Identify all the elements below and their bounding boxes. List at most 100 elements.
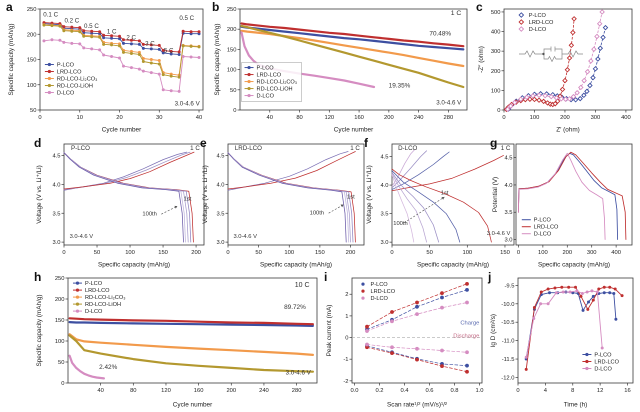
svg-text:0.0: 0.0 [350,388,358,394]
svg-text:100: 100 [27,83,37,89]
svg-text:3.0: 3.0 [380,240,388,246]
svg-text:D-LCO: D-LCO [534,232,552,238]
svg-text:10: 10 [77,115,83,121]
svg-text:-11.5: -11.5 [502,357,515,363]
svg-text:0: 0 [62,250,65,256]
svg-text:100: 100 [462,250,472,256]
svg-text:100: 100 [491,88,501,94]
svg-text:50: 50 [58,360,64,366]
svg-text:40: 40 [267,115,273,121]
svg-text:LRD-LCO: LRD-LCO [57,70,82,76]
svg-text:Specific capacity (mAh/g): Specific capacity (mAh/g) [538,262,610,269]
svg-text:P-LCO: P-LCO [71,145,90,152]
svg-text:100: 100 [125,250,135,256]
svg-text:100th: 100th [142,212,157,218]
svg-text:240: 240 [414,115,424,121]
svg-text:0: 0 [233,108,236,114]
svg-text:1st: 1st [441,191,449,197]
svg-text:1.0: 1.0 [475,388,483,394]
svg-text:Time (h): Time (h) [564,402,588,409]
panel-a: a 0 10 20 30 40 50 100 150 200 250 Cycle number Spe… [6,0,210,135]
svg-text:P-LCO: P-LCO [257,66,275,72]
panel-d: d 0 50 100 150 200 3.0 3.5 4.0 4.5 Specific capac… [34,136,210,270]
svg-text:19.35%: 19.35% [389,82,411,89]
svg-text:40: 40 [196,115,202,121]
svg-text:Voltage (V vs. Li⁺/Li): Voltage (V vs. Li⁺/Li) [202,165,209,223]
svg-text:4.0: 4.0 [52,182,60,188]
panel-e: e 0 50 100 150 200 3.0 3.5 4.0 4.5 Specific capac… [200,136,370,270]
svg-text:Cycle number: Cycle number [173,402,213,409]
svg-text:P-LCO: P-LCO [57,63,75,69]
svg-text:0: 0 [61,381,64,387]
panel-letter-e: e [200,136,207,150]
svg-text:3.5: 3.5 [380,212,388,218]
svg-text:Voltage (V vs. Li⁺/Li): Voltage (V vs. Li⁺/Li) [366,165,373,223]
svg-text:100: 100 [55,339,65,345]
svg-text:100: 100 [227,68,237,74]
svg-text:400: 400 [611,250,621,256]
svg-text:8: 8 [571,388,574,394]
svg-text:1st: 1st [347,195,355,201]
panel-h: h 40 80 120 160 200 240 280 0 50 100 150 200 250 Cycl… [34,270,323,410]
svg-text:LRD-LCO: LRD-LCO [85,288,110,294]
svg-text:70.48%: 70.48% [429,30,451,37]
svg-text:50: 50 [426,250,432,256]
equivalent-circuit-icon [519,46,583,62]
svg-text:89.72%: 89.72% [284,304,306,311]
svg-text:3.0-4.6 V: 3.0-4.6 V [233,234,257,240]
svg-text:-9.5: -9.5 [505,283,515,289]
svg-text:250: 250 [27,7,37,13]
svg-text:4.5: 4.5 [52,154,60,160]
svg-text:5 C: 5 C [164,47,174,54]
panel-letter-h: h [34,270,42,284]
svg-text:300: 300 [591,115,601,121]
svg-text:3.0: 3.0 [52,240,60,246]
svg-text:100: 100 [284,250,294,256]
svg-text:240: 240 [259,388,269,394]
panel-letter-f: f [364,136,368,150]
svg-text:0.4: 0.4 [400,388,409,394]
svg-text:0.5 C: 0.5 C [84,23,99,30]
svg-text:RD-LCO-LiOH: RD-LCO-LiOH [85,302,121,308]
panel-h-chart: 40 80 120 160 200 240 280 0 50 100 150 200 250 Cycle … [34,272,323,410]
svg-text:1st: 1st [184,197,192,203]
svg-text:80: 80 [130,388,136,394]
svg-text:D-LCO: D-LCO [371,296,389,302]
svg-text:D-LCO: D-LCO [85,309,103,315]
svg-text:D-LCO: D-LCO [594,367,612,373]
panel-letter-c: c [476,0,483,14]
svg-text:2: 2 [345,292,348,298]
svg-text:0: 0 [502,115,505,121]
svg-text:RD-LCO-LiOH: RD-LCO-LiOH [57,84,93,90]
svg-text:200: 200 [191,250,201,256]
svg-text:3.0-4.6 V: 3.0-4.6 V [286,370,312,377]
svg-text:Charge: Charge [460,321,479,327]
svg-text:3.0-4.6 V: 3.0-4.6 V [487,231,511,237]
svg-text:4.0: 4.0 [216,182,224,188]
svg-text:20: 20 [116,115,122,121]
panel-i: i 0.0 0.2 0.4 0.6 0.8 1.0 -2 -1 0 1 2 Scan rate¹/² … [324,270,488,410]
svg-text:Scan rate¹/² (mV/s)¹/²: Scan rate¹/² (mV/s)¹/² [387,402,447,409]
svg-text:LRD-LCO: LRD-LCO [235,145,262,152]
svg-text:D-LCO: D-LCO [57,91,75,97]
svg-text:-Z″ (ohm): -Z″ (ohm) [478,46,485,73]
svg-text:0.1 C: 0.1 C [43,12,58,19]
svg-text:150: 150 [315,250,325,256]
svg-text:500: 500 [491,10,501,16]
svg-text:4.5: 4.5 [216,154,224,160]
svg-text:10 C: 10 C [295,282,310,289]
svg-text:RD-LCO-Li₂CO₃: RD-LCO-Li₂CO₃ [57,77,98,83]
panel-f-chart: 0 50 100 150 3.0 3.5 4.0 4.5 Specific capacity (… [364,138,520,270]
svg-text:40: 40 [97,388,103,394]
svg-text:Specific capacity (mAh/g): Specific capacity (mAh/g) [8,23,15,95]
svg-text:RD-LCO-Li₂CO₃: RD-LCO-Li₂CO₃ [257,80,298,86]
svg-text:3 C: 3 C [145,40,155,47]
svg-text:80: 80 [296,115,302,121]
svg-text:1 C: 1 C [190,145,200,152]
svg-text:150: 150 [55,318,65,324]
svg-text:300: 300 [587,250,597,256]
svg-text:Cycle number: Cycle number [334,127,374,134]
svg-text:2.42%: 2.42% [99,364,117,371]
svg-text:50: 50 [30,108,36,114]
